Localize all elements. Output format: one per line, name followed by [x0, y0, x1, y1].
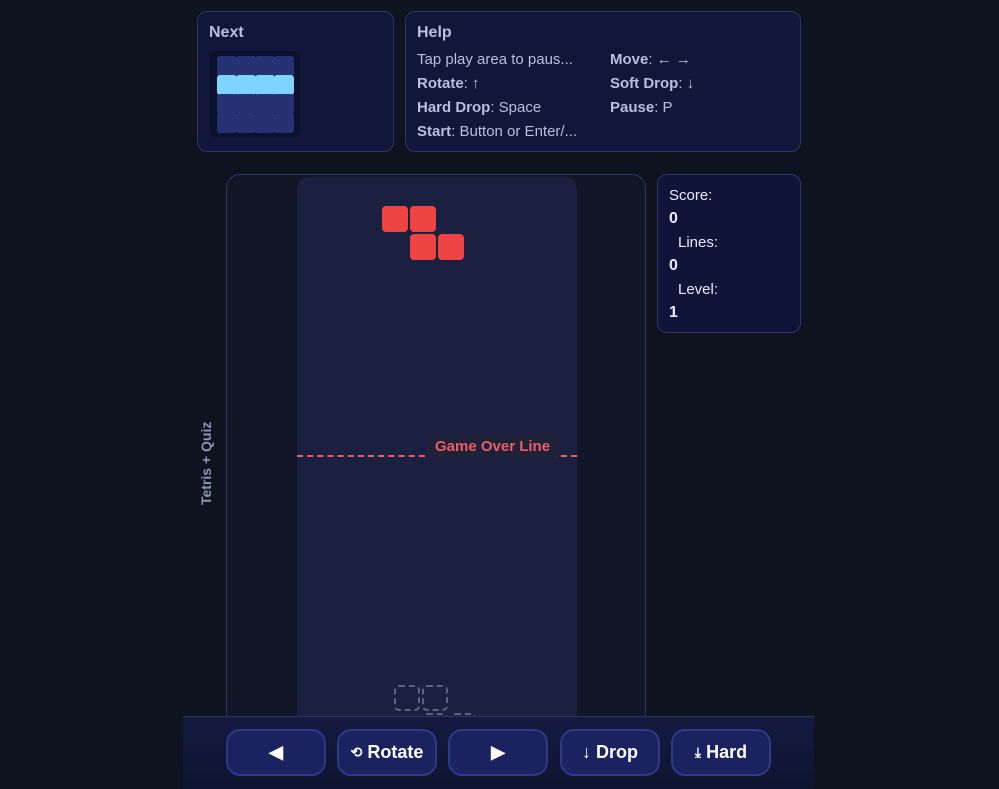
- help-line: Hard Drop: Space: [417, 99, 542, 116]
- hard-label: Hard: [706, 742, 748, 762]
- next-empty-cell: [217, 94, 237, 114]
- next-piece-cell: [255, 75, 275, 95]
- rotate-icon: ⟲: [350, 744, 363, 760]
- triangle-left-icon: ◀: [269, 742, 283, 762]
- hard-drop-button[interactable]: ⤓ Hard: [671, 729, 771, 776]
- next-empty-cell: [274, 94, 294, 114]
- ghost-cell: [422, 685, 448, 711]
- next-empty-cell: [274, 56, 294, 76]
- drop-label: Drop: [596, 742, 638, 762]
- hard-drop-icon: ⤓: [694, 744, 702, 760]
- next-empty-cell: [255, 56, 275, 76]
- next-empty-cell: [274, 113, 294, 133]
- level-label: Level:: [678, 281, 719, 298]
- next-empty-cell: [255, 113, 275, 133]
- score-label: Score:: [669, 187, 713, 204]
- help-line: Pause: P: [610, 99, 673, 116]
- help-line: Rotate: ↑: [417, 75, 480, 92]
- next-piece-cell: [236, 75, 256, 95]
- arrow-down-icon: ↓: [582, 742, 591, 762]
- triangle-right-icon: ▶: [491, 742, 505, 762]
- help-line: Move: ← →: [610, 51, 691, 68]
- next-piece-cell: [217, 75, 237, 95]
- game-board[interactable]: Game Over Line: [297, 177, 577, 733]
- score-value: 0: [669, 210, 678, 227]
- next-piece-cell: [274, 75, 294, 95]
- next-empty-cell: [217, 56, 237, 76]
- rotate-button[interactable]: ⟲ Rotate: [337, 729, 437, 776]
- next-empty-cell: [255, 94, 275, 114]
- soft-drop-button[interactable]: ↓ Drop: [560, 729, 660, 776]
- play-area[interactable]: Game Over Line: [226, 174, 646, 734]
- rotate-label: Rotate: [367, 742, 424, 762]
- help-title: Help: [417, 24, 452, 41]
- lines-label: Lines:: [678, 234, 719, 251]
- move-right-button[interactable]: ▶: [448, 729, 548, 776]
- help-panel: Help Tap play area to paus... Move: ← → …: [405, 11, 801, 152]
- help-line: Tap play area to paus...: [417, 51, 573, 68]
- next-piece-preview: [210, 51, 300, 137]
- stats-panel: Score: 0 Lines: 0 Level: 1: [657, 174, 801, 333]
- controls-bar: ◀ ⟲ Rotate ▶ ↓ Drop ⤓ Hard: [183, 716, 814, 789]
- help-line: Start: Button or Enter/...: [417, 123, 578, 140]
- move-left-button[interactable]: ◀: [226, 729, 326, 776]
- active-piece-cell: [410, 234, 436, 260]
- next-piece-panel: Next: [197, 11, 394, 152]
- help-line: Soft Drop: ↓: [610, 75, 695, 92]
- game-over-label: Game Over Line: [427, 435, 559, 458]
- active-piece-cell: [410, 206, 436, 232]
- side-label: Tetris + Quiz: [198, 421, 214, 505]
- next-empty-cell: [236, 113, 256, 133]
- active-piece-cell: [438, 234, 464, 260]
- next-empty-cell: [236, 94, 256, 114]
- ghost-cell: [394, 685, 420, 711]
- lines-value: 0: [669, 257, 678, 274]
- level-value: 1: [669, 304, 678, 321]
- active-piece-cell: [382, 206, 408, 232]
- next-empty-cell: [236, 56, 256, 76]
- next-empty-cell: [217, 113, 237, 133]
- next-title: Next: [209, 24, 244, 41]
